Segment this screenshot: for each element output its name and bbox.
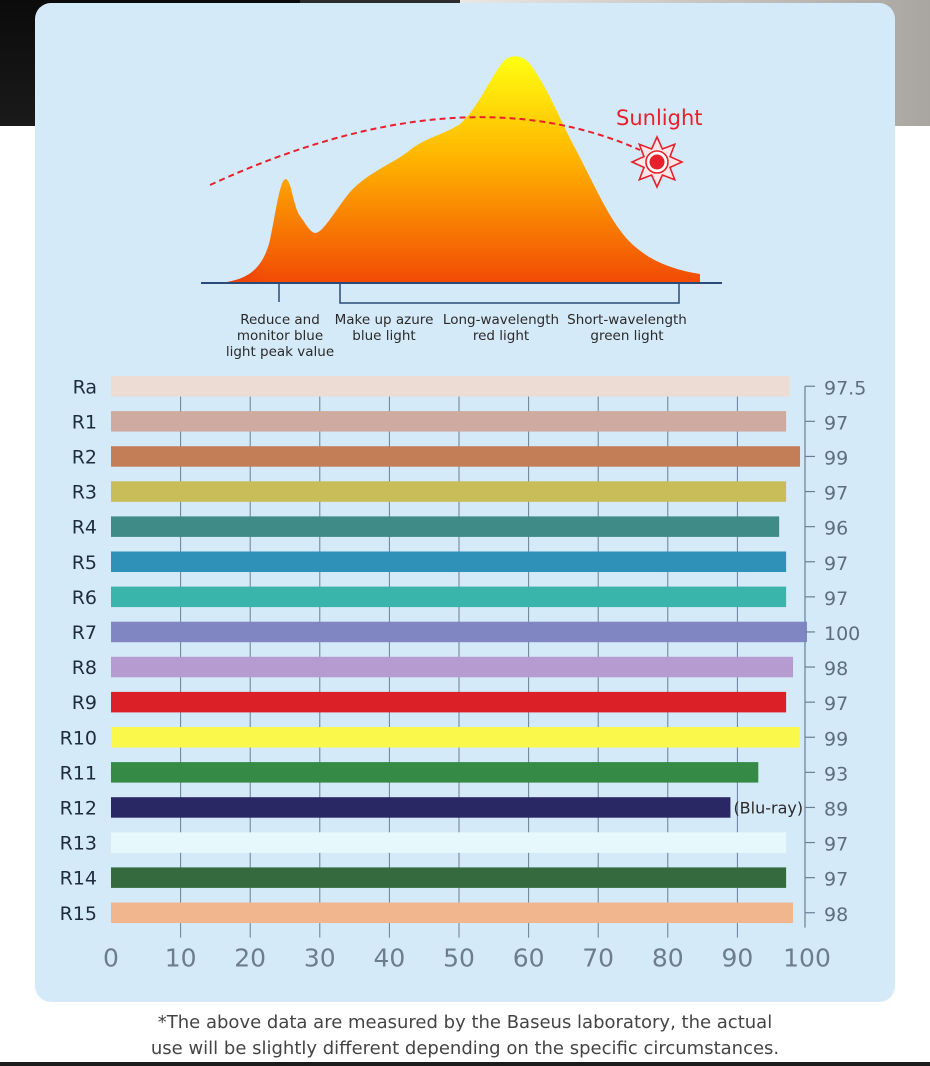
spectrum-graphic	[201, 56, 722, 304]
x-tick-label: 10	[165, 944, 197, 973]
x-tick-label: 80	[652, 944, 684, 973]
bar-r5	[111, 551, 787, 572]
category-label: R8	[72, 657, 97, 679]
bar-ra	[111, 376, 790, 397]
x-tick-label: 50	[443, 944, 475, 973]
value-label: 93	[824, 763, 848, 785]
category-label: R13	[60, 833, 97, 855]
region-label-line: Reduce and	[240, 312, 320, 328]
value-label: 97	[824, 869, 848, 891]
footnote-line-2: use will be slightly different depending…	[150, 1038, 780, 1059]
region-label-blue-peak: Reduce and monitor blue light peak value	[224, 312, 336, 360]
category-label: R4	[72, 517, 97, 539]
x-tick-label: 30	[304, 944, 336, 973]
x-tick-label: 40	[373, 944, 405, 973]
bar-r7	[111, 621, 807, 643]
region-label-line: light peak value	[225, 344, 335, 360]
bar-r9	[111, 691, 787, 713]
value-label: 99	[824, 447, 848, 469]
region-label-line: monitor blue	[236, 328, 324, 344]
category-label: R12	[60, 797, 97, 819]
x-tick-label: 60	[513, 944, 545, 973]
bar-r1	[111, 411, 787, 432]
x-tick-label: 100	[783, 944, 831, 973]
value-label: 97	[824, 693, 848, 715]
category-label: Ra	[73, 376, 97, 398]
x-tick-label: 0	[103, 944, 119, 973]
category-label: R7	[72, 622, 97, 644]
category-label: R15	[60, 903, 97, 925]
value-label: 97.5	[824, 377, 866, 399]
region-label-line: red light	[472, 328, 530, 344]
value-label: 97	[824, 483, 848, 505]
region-bracket-range	[339, 283, 680, 304]
annotation-blu-ray: (Blu-ray)	[733, 798, 803, 817]
value-label: 89	[824, 798, 848, 820]
x-tick-label: 20	[234, 944, 266, 973]
region-label-green: Short-wavelength green light	[566, 312, 688, 344]
value-label: 100	[824, 623, 860, 645]
spectrum-curve-shade	[220, 178, 350, 283]
category-label: R9	[72, 692, 97, 714]
x-tick-label: 70	[582, 944, 614, 973]
bar-r11	[111, 762, 759, 783]
bar-r4	[111, 516, 780, 537]
value-label: 97	[824, 588, 848, 610]
value-label: 97	[824, 553, 848, 575]
value-label: 99	[824, 728, 848, 750]
region-label-red: Long-wavelength red light	[440, 312, 562, 344]
bar-r10	[111, 727, 801, 748]
footnote-line-1: *The above data are measured by the Base…	[157, 1012, 773, 1033]
category-label: R11	[60, 762, 97, 784]
sun-path-dashed	[209, 116, 641, 186]
value-label: 98	[824, 658, 848, 680]
category-label: R2	[72, 446, 97, 468]
value-label: 97	[824, 412, 848, 434]
category-label: R3	[72, 482, 97, 504]
category-label: R10	[60, 727, 97, 749]
value-label: 97	[824, 834, 848, 856]
bar-r8	[111, 656, 794, 678]
footnote: *The above data are measured by the Base…	[0, 1010, 930, 1062]
region-label-line: Long-wavelength	[442, 312, 560, 328]
category-label: R14	[60, 868, 97, 890]
category-label: R6	[72, 587, 97, 609]
bar-r6	[111, 586, 787, 608]
bottom-rule	[0, 1062, 930, 1066]
sun-icon	[630, 135, 684, 189]
region-label-azure: Make up azure blue light	[332, 312, 436, 344]
value-label: 98	[824, 904, 848, 926]
region-label-line: blue light	[352, 328, 416, 344]
bar-r3	[111, 481, 787, 502]
x-tick-label: 90	[721, 944, 753, 973]
bar-r2	[111, 446, 801, 467]
region-label-line: Short-wavelength	[567, 312, 687, 328]
category-label: R1	[72, 411, 97, 433]
bar-r12	[111, 797, 731, 818]
bar-r15	[111, 902, 794, 923]
sunlight-label: Sunlight	[616, 106, 703, 130]
region-label-line: Make up azure	[334, 312, 434, 328]
value-label: 96	[824, 518, 848, 540]
bar-r13	[111, 832, 787, 853]
region-label-line: green light	[590, 328, 664, 344]
category-label: R5	[72, 552, 97, 574]
bar-r14	[111, 867, 787, 888]
